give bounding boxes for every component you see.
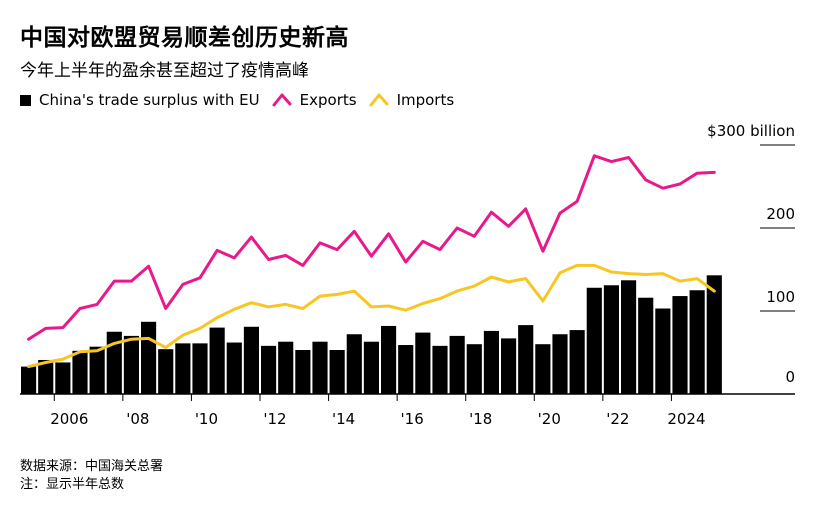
surplus-bar [449, 335, 465, 394]
x-tick-label: '12 [263, 410, 286, 428]
surplus-bar [21, 366, 37, 394]
surplus-bar [415, 332, 431, 394]
x-tick-label: 2024 [667, 410, 705, 428]
surplus-bar [141, 321, 157, 394]
surplus-bar [312, 341, 328, 394]
legend-item-surplus: China's trade surplus with EU [20, 91, 260, 109]
legend-swatch-surplus [20, 94, 31, 106]
surplus-bar [192, 343, 208, 394]
surplus-bar [329, 350, 345, 394]
surplus-bar [381, 325, 397, 394]
y-tick-label: 100 [766, 288, 795, 306]
surplus-bar [261, 345, 277, 394]
surplus-bar [209, 327, 225, 394]
surplus-bar [586, 287, 602, 394]
imports-line [27, 263, 716, 369]
footer-note: 注：显示半年总数 [20, 477, 125, 492]
legend-swatch-exports [272, 93, 292, 107]
exports-line [27, 154, 716, 341]
surplus-bar [552, 334, 568, 394]
surplus-bar [295, 350, 311, 394]
chart-title: 中国对欧盟贸易顺差创历史新高 [20, 25, 349, 51]
legend-swatch-imports [369, 93, 389, 107]
surplus-bar [123, 335, 139, 394]
x-tick-label: '20 [538, 410, 561, 428]
legend-label-imports: Imports [396, 91, 455, 109]
surplus-bar [655, 308, 671, 394]
surplus-bar [603, 285, 619, 394]
legend: China's trade surplus with EU Exports Im… [20, 90, 466, 110]
surplus-bar [672, 296, 688, 394]
surplus-bar [243, 326, 259, 394]
surplus-bar [535, 344, 551, 394]
x-tick-label: 2006 [50, 410, 88, 428]
surplus-bar [55, 362, 71, 394]
x-tick-label: '08 [126, 410, 149, 428]
x-tick-label: '16 [401, 410, 424, 428]
legend-label-surplus: China's trade surplus with EU [39, 91, 260, 109]
surplus-bar [466, 344, 482, 394]
chart-subtitle: 今年上半年的盈余甚至超过了疫情高峰 [20, 61, 309, 81]
surplus-bar [175, 343, 191, 394]
surplus-bar [346, 334, 362, 394]
surplus-bar [72, 350, 88, 394]
surplus-bar [638, 297, 654, 394]
legend-label-exports: Exports [299, 91, 357, 109]
x-tick-label: '10 [195, 410, 218, 428]
surplus-bar [38, 359, 54, 394]
surplus-bar [706, 275, 722, 394]
surplus-bar [226, 342, 242, 394]
footer-source: 数据来源：中国海关总署 [20, 459, 164, 474]
y-tick-label: 200 [766, 205, 795, 223]
y-tick-label: $300 billion [707, 122, 795, 140]
surplus-bar [89, 346, 105, 394]
surplus-bar [689, 290, 705, 394]
surplus-bar [621, 280, 637, 394]
x-tick-label: '18 [469, 410, 492, 428]
legend-item-imports: Imports [369, 91, 455, 109]
surplus-bar [106, 331, 122, 394]
surplus-bar [432, 345, 448, 394]
surplus-bar [569, 330, 585, 394]
surplus-bar [501, 338, 517, 394]
surplus-bar [518, 325, 534, 394]
legend-item-exports: Exports [272, 91, 357, 109]
y-tick-label: 0 [785, 368, 795, 386]
surplus-bar [483, 330, 499, 394]
surplus-bar [158, 349, 174, 394]
surplus-bar [398, 345, 414, 394]
x-tick-label: '14 [332, 410, 355, 428]
x-tick-label: '22 [606, 410, 629, 428]
surplus-bar [278, 341, 294, 394]
surplus-bar [363, 341, 379, 394]
